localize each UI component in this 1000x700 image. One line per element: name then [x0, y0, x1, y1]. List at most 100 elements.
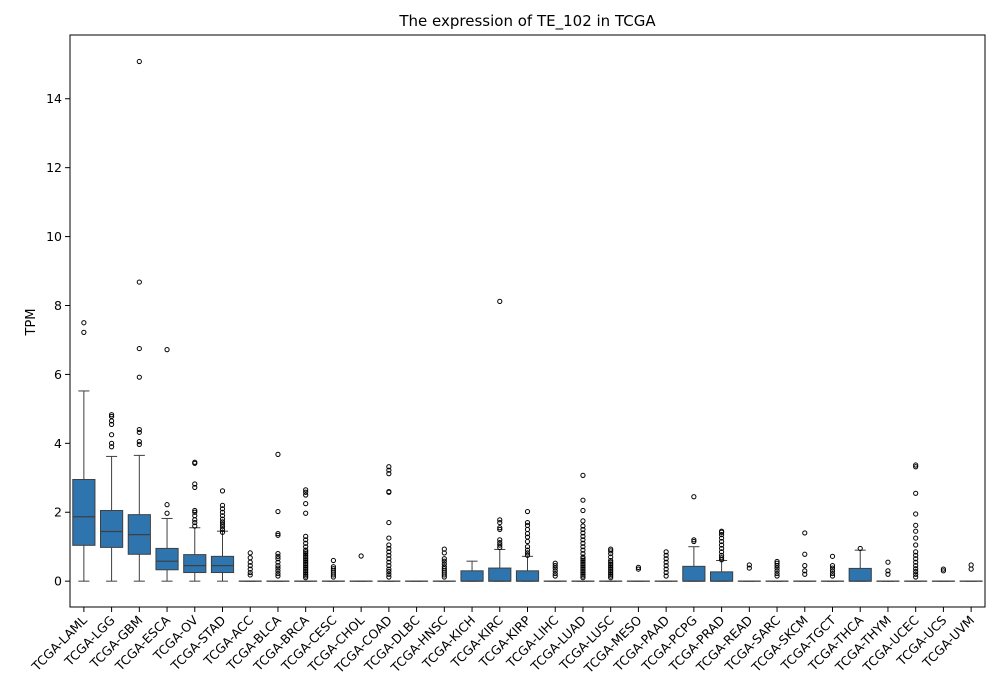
outlier-point — [303, 556, 309, 562]
outlier-point — [386, 574, 392, 580]
outlier-point — [441, 558, 447, 564]
outlier-point — [913, 511, 919, 517]
outlier-point — [303, 533, 309, 539]
outlier-point — [386, 471, 392, 477]
outlier-point — [580, 568, 586, 574]
outlier-point — [386, 571, 392, 577]
box-tcga-thym — [876, 559, 900, 582]
outlier-point — [386, 549, 392, 555]
outlier-point — [608, 559, 614, 565]
outlier-point — [718, 552, 725, 558]
outlier-point — [441, 556, 447, 562]
outlier-point — [219, 516, 226, 522]
box-tcga-brca — [294, 487, 318, 582]
outlier-point — [303, 554, 309, 560]
outlier-point — [608, 561, 614, 567]
outlier-point — [136, 279, 142, 285]
outlier-point — [940, 566, 947, 572]
box-tcga-paad — [654, 549, 678, 582]
outlier-point — [608, 573, 614, 579]
outlier-point — [718, 535, 725, 541]
outlier-point — [857, 545, 863, 552]
outlier-point — [219, 509, 226, 515]
outlier-point — [774, 570, 780, 577]
outlier-point — [774, 573, 780, 579]
outlier-point — [663, 573, 669, 579]
outlier-point — [219, 524, 226, 530]
outlier-point — [552, 565, 558, 571]
box-tcga-lihc — [543, 560, 567, 582]
outlier-point — [275, 568, 281, 574]
outlier-point — [802, 551, 808, 557]
outlier-point — [663, 556, 669, 562]
box-tcga-acc — [238, 550, 262, 582]
y-tick-label: 2 — [54, 505, 62, 520]
outlier-point — [330, 564, 337, 570]
outlier-point — [81, 329, 87, 335]
outlier-point — [247, 563, 253, 569]
outlier-point — [386, 467, 392, 473]
outlier-point — [913, 568, 919, 575]
outlier-point — [275, 531, 281, 537]
outlier-point — [386, 552, 392, 558]
outlier-point — [829, 563, 836, 569]
outlier-point — [192, 507, 198, 514]
outlier-point — [580, 526, 586, 533]
outlier-point — [746, 565, 752, 571]
outlier-point — [774, 568, 780, 574]
outlier-point — [580, 497, 586, 503]
outlier-point — [718, 532, 725, 538]
outlier-point — [829, 568, 836, 574]
outlier-point — [663, 549, 669, 555]
box-tcga-meso — [626, 564, 650, 582]
outlier-point — [580, 564, 586, 570]
outlier-point — [303, 571, 309, 577]
box-tcga-kich — [460, 560, 484, 582]
outlier-point — [303, 492, 309, 498]
outlier-point — [247, 572, 253, 578]
outlier-point — [192, 513, 198, 519]
outlier-point — [164, 347, 170, 353]
y-tick-label: 4 — [54, 436, 62, 451]
outlier-point — [608, 575, 614, 581]
outlier-point — [608, 568, 614, 574]
outlier-point — [913, 528, 919, 534]
outlier-point — [913, 464, 919, 470]
outlier-point — [275, 451, 281, 457]
outlier-point — [303, 573, 309, 579]
outlier-point — [635, 566, 642, 572]
box-tcga-ucec — [904, 462, 928, 582]
outlier-point — [829, 573, 836, 579]
outlier-point — [275, 532, 281, 538]
outlier-point — [913, 542, 919, 548]
box-tcga-cesc — [321, 557, 345, 582]
outlier-point — [580, 518, 586, 524]
box-body — [848, 567, 872, 582]
outlier-point — [802, 563, 808, 569]
outlier-point — [303, 557, 309, 564]
outlier-point — [940, 568, 947, 574]
outlier-point — [552, 568, 558, 574]
box-tcga-coad — [377, 464, 401, 582]
outlier-point — [192, 509, 198, 515]
outlier-point — [580, 566, 586, 572]
outlier-point — [913, 559, 919, 565]
box-body — [488, 567, 512, 582]
outlier-point — [192, 517, 198, 523]
outlier-point — [968, 566, 974, 572]
outlier-point — [441, 546, 447, 552]
outlier-point — [303, 550, 309, 557]
outlier-point — [580, 556, 586, 562]
outlier-point — [108, 413, 115, 420]
outlier-point — [580, 571, 586, 577]
outlier-point — [968, 562, 974, 568]
outlier-point — [303, 510, 309, 516]
outlier-point — [386, 566, 392, 572]
box-tcga-hnsc — [432, 546, 456, 582]
outlier-point — [303, 540, 309, 546]
outlier-point — [552, 560, 558, 566]
outlier-point — [913, 549, 919, 555]
outlier-point — [552, 570, 558, 577]
outlier-point — [524, 522, 531, 528]
